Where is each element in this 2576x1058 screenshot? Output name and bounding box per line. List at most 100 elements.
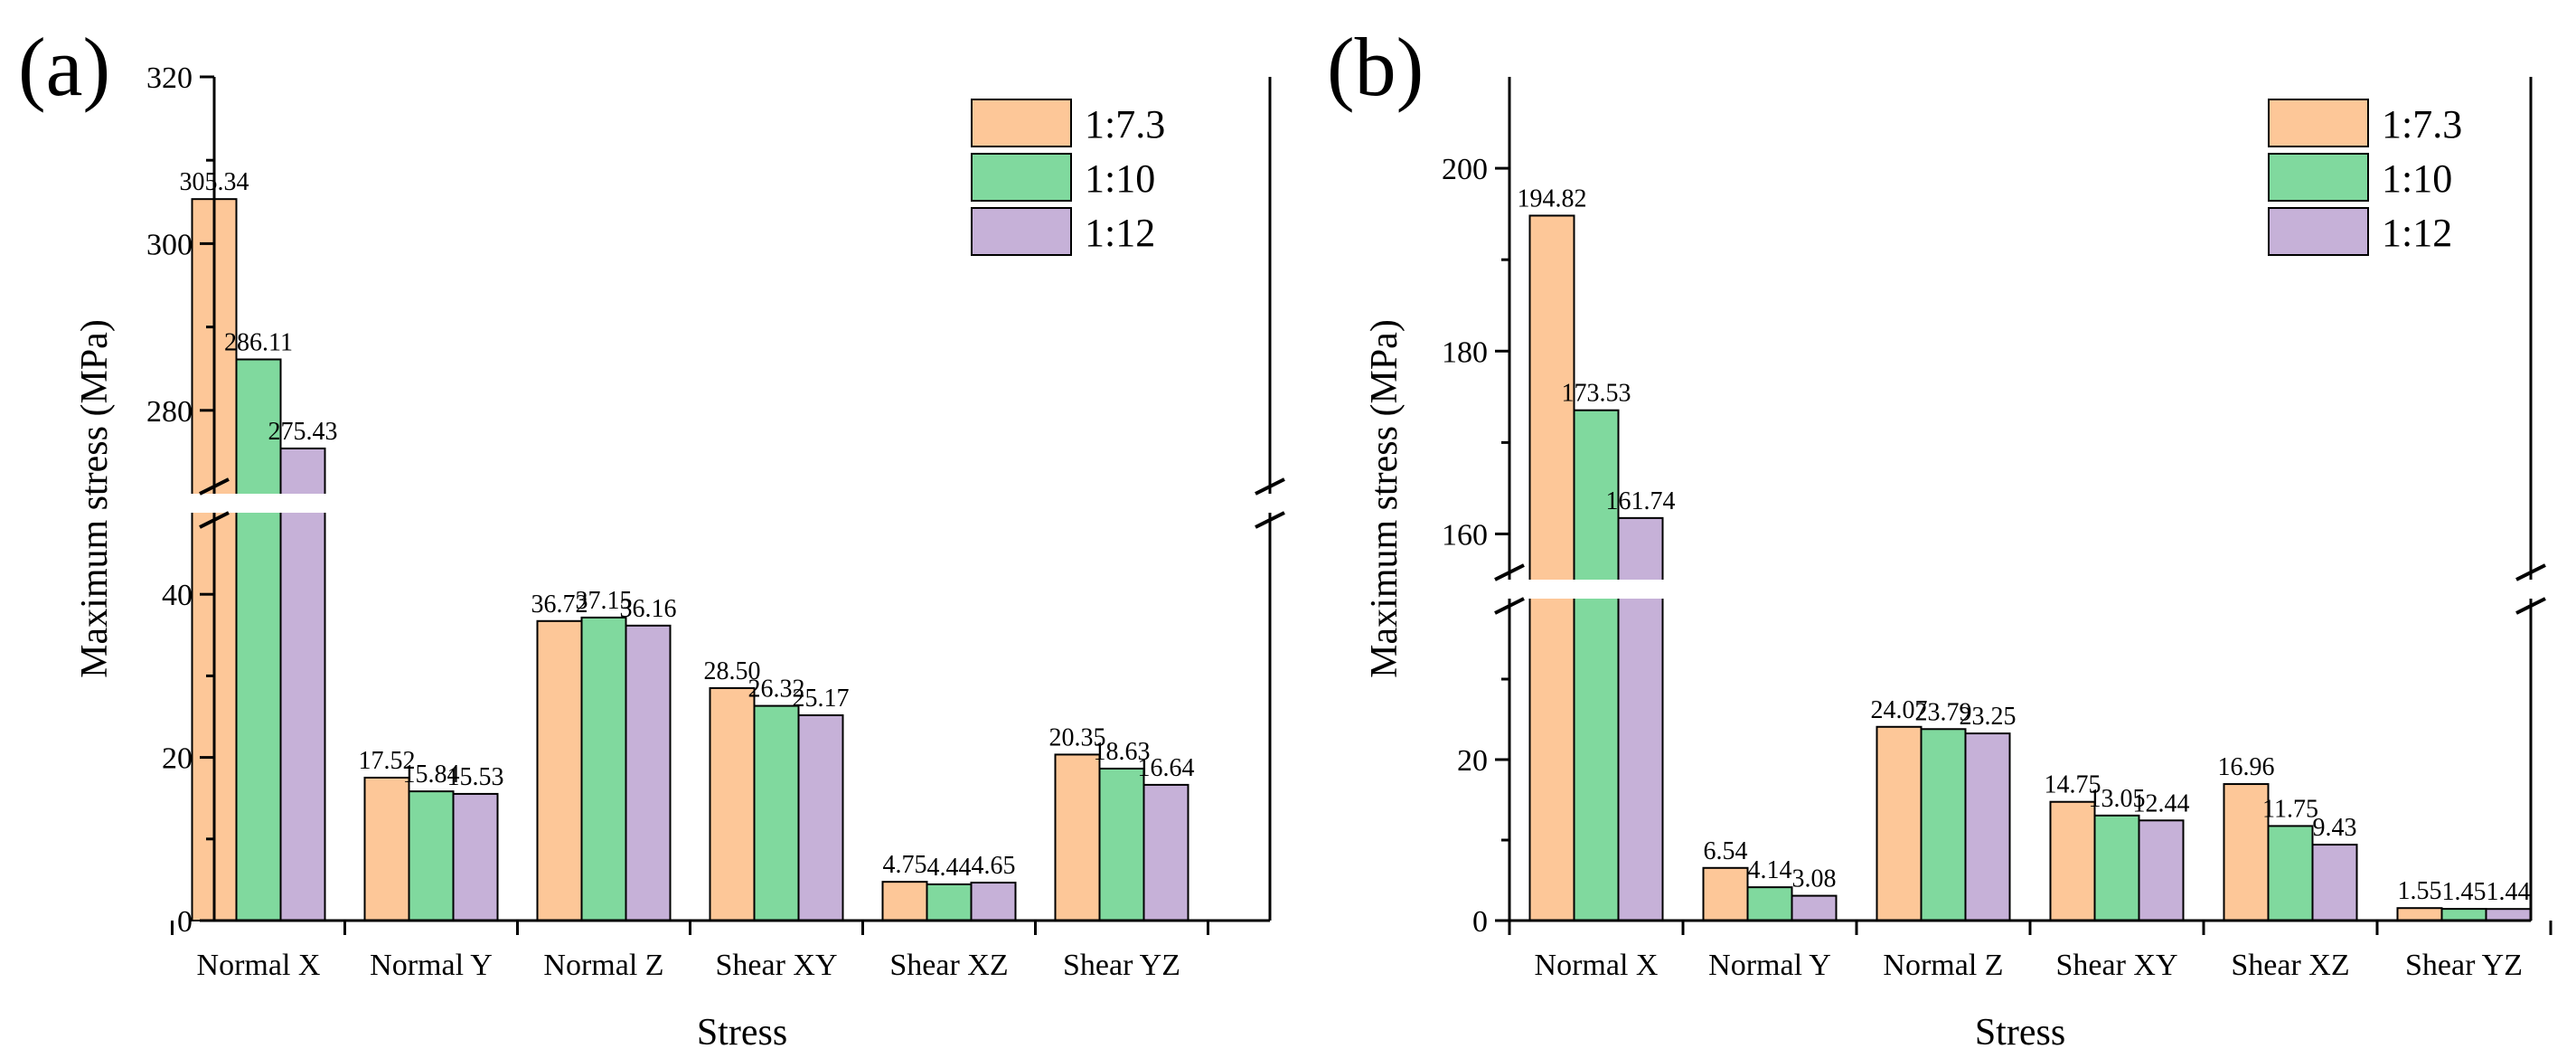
x-tick-label: Normal Z [1883, 949, 2003, 982]
y-tick-label: 20 [1457, 744, 1488, 778]
data-label: 14.75 [2045, 771, 2101, 799]
data-label: 36.16 [620, 595, 677, 623]
bar-normal-y-series-2 [1791, 894, 1838, 922]
data-label: 286.11 [224, 328, 293, 356]
bar-shear-yz-series-0 [2396, 907, 2443, 922]
legend-swatch-1 [2268, 153, 2369, 202]
bar-normal-z-series-1 [1920, 728, 1967, 921]
axis-break-mark-0-top [199, 477, 230, 496]
x-tick-label: Shear XZ [889, 949, 1008, 982]
data-label: 275.43 [268, 418, 338, 446]
data-label: 15.84 [403, 760, 460, 789]
axis-break-mark-0-bottom [1494, 597, 1525, 615]
legend-label-2: 1:12 [2382, 211, 2452, 255]
bar-shear-xz-series-2 [2311, 844, 2358, 921]
panel-label: (a) [18, 21, 110, 113]
bar-shear-xy-series-1 [2093, 814, 2140, 921]
data-label: 36.72 [531, 590, 588, 619]
data-label: 4.75 [883, 851, 927, 879]
y-tick-label: 160 [1442, 518, 1488, 552]
axis-break-mark-0-top [1494, 563, 1525, 581]
x-tick-label: Normal X [1535, 949, 1659, 982]
data-label: 16.64 [1138, 754, 1195, 782]
legend-label-1: 1:10 [2382, 156, 2452, 201]
y-tick-label: 0 [177, 905, 193, 939]
legend: 1:7.3 1:10 1:12 [971, 99, 1165, 256]
bar-normal-x-series-2 [279, 447, 326, 921]
data-label: 4.65 [972, 852, 1016, 880]
legend-swatch-0 [2268, 99, 2369, 147]
data-label: 23.79 [1915, 698, 1972, 726]
data-label: 18.63 [1094, 738, 1151, 766]
data-label: 9.43 [2313, 814, 2357, 842]
data-label: 20.35 [1049, 723, 1106, 751]
data-label: 15.53 [447, 763, 504, 791]
axis-break-mark-0-bottom [199, 511, 230, 529]
y-tick-label: 20 [162, 742, 193, 776]
chart-panel-a: (a)305.3417.5236.7228.504.7520.35286.111… [18, 21, 1297, 1053]
data-label: 13.05 [2089, 785, 2146, 813]
x-axis-title: Stress [697, 1012, 787, 1053]
legend-label-1: 1:10 [1085, 156, 1155, 201]
panel-label: (b) [1327, 21, 1424, 113]
x-tick-label: Shear XY [715, 949, 837, 982]
data-label: 24.07 [1871, 696, 1928, 724]
data-label: 4.44 [927, 854, 972, 882]
bar-normal-x-series-1 [1573, 409, 1620, 922]
bar-normal-z-series-0 [536, 619, 583, 921]
axis-break-gap [187, 494, 1297, 513]
y-tick-label: 40 [162, 579, 193, 612]
bar-normal-y-series-0 [1702, 866, 1749, 922]
bar-shear-xz-series-2 [970, 882, 1017, 922]
x-tick-label: Shear XY [2055, 949, 2177, 982]
data-label: 12.44 [2133, 789, 2190, 817]
chart-panel-b: (b) 194.82 6.54 24.07 14.75 16.96 1.55 173.53 4.… [1327, 21, 2558, 1053]
bar-shear-xz-series-1 [926, 883, 973, 921]
legend-swatch-2 [2268, 207, 2369, 256]
x-tick-label: Shear XZ [2231, 949, 2349, 982]
bar-normal-z-series-2 [625, 624, 672, 921]
axis-break-gap [1482, 580, 2558, 599]
x-tick-label: Shear YZ [2405, 949, 2523, 982]
x-tick-label: Normal Y [370, 949, 493, 982]
legend-label-0: 1:7.3 [2382, 102, 2462, 146]
y-axis-title: Maximum stress (MPa) [74, 319, 116, 678]
data-label: 11.75 [2262, 795, 2318, 823]
x-tick-label: Shear YZ [1063, 949, 1180, 982]
bar-normal-x-series-2 [1617, 516, 1664, 922]
legend: 1:7.3 1:10 1:12 [2268, 99, 2462, 256]
bar-shear-xy-series-0 [2049, 800, 2096, 921]
bar-shear-yz-series-0 [1054, 753, 1101, 921]
bar-shear-yz-series-1 [2440, 908, 2487, 921]
bar-shear-yz-series-2 [1142, 783, 1189, 922]
x-tick-label: Normal Y [1708, 949, 1831, 982]
data-label: 1.55 [2398, 877, 2442, 905]
bar-normal-x-series-0 [1528, 214, 1575, 921]
y-tick-label: 0 [1472, 905, 1488, 939]
bar-shear-yz-series-1 [1098, 767, 1145, 921]
bar-normal-y-series-1 [1746, 886, 1793, 921]
bar-shear-xy-series-0 [709, 686, 756, 921]
bar-shear-xz-series-0 [881, 881, 928, 922]
legend-swatch-2 [971, 207, 1072, 256]
y-tick-label: 180 [1442, 335, 1488, 369]
data-label: 194.82 [1518, 184, 1587, 213]
legend-label-0: 1:7.3 [1085, 102, 1165, 146]
y-tick-label: 200 [1442, 153, 1488, 186]
bar-normal-y-series-2 [452, 792, 499, 921]
bar-normal-y-series-0 [363, 776, 410, 921]
y-tick-label: 300 [146, 228, 193, 261]
axis-break-mark-1-bottom [1255, 511, 1285, 529]
y-tick-label: 280 [146, 395, 193, 429]
bar-shear-xy-series-2 [2138, 819, 2185, 921]
bar-normal-z-series-2 [1964, 732, 2011, 922]
data-label: 3.08 [1792, 865, 1837, 893]
legend-swatch-1 [971, 153, 1072, 202]
data-label: 37.15 [576, 587, 633, 615]
axis-break-mark-1-top [2515, 563, 2546, 581]
x-axis-title: Stress [1975, 1012, 2065, 1053]
bar-normal-y-series-1 [408, 790, 455, 922]
bar-shear-yz-series-2 [2485, 908, 2532, 922]
legend-label-2: 1:12 [1085, 211, 1155, 255]
axis-break-mark-1-top [1255, 477, 1285, 496]
